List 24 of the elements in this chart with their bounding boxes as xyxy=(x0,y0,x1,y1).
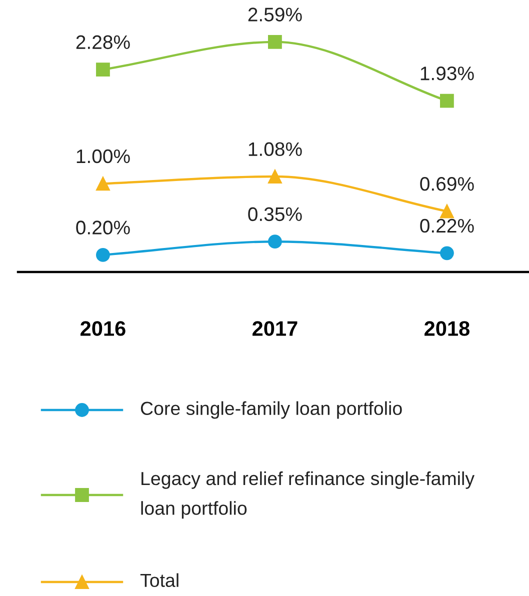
data-label: 0.20% xyxy=(76,220,130,234)
point xyxy=(96,62,110,77)
legend-label: Legacy and relief refinance single-family loan portfolio xyxy=(141,471,475,519)
data-label: 0.22% xyxy=(420,218,474,233)
point xyxy=(440,94,454,108)
data-label: 0.69% xyxy=(420,177,474,191)
legend-label: Core single-family loan portfolio xyxy=(140,401,402,419)
point xyxy=(268,170,282,184)
data-label: 2.28% xyxy=(76,35,130,50)
point xyxy=(96,248,110,262)
point xyxy=(440,246,454,260)
x-tick-label: 2018 xyxy=(424,321,470,336)
data-label: 1.08% xyxy=(248,142,302,156)
legend-label: Total xyxy=(140,573,178,588)
data-label: 1.00% xyxy=(76,149,130,164)
x-tick-label: 2017 xyxy=(252,321,298,336)
point xyxy=(268,35,282,49)
data-label: 1.93% xyxy=(420,66,474,80)
x-tick-label: 2016 xyxy=(80,321,126,336)
point xyxy=(268,234,282,249)
data-label: 2.59% xyxy=(248,8,302,22)
data-label: 0.35% xyxy=(248,207,302,222)
point xyxy=(440,204,454,218)
point xyxy=(96,176,110,191)
